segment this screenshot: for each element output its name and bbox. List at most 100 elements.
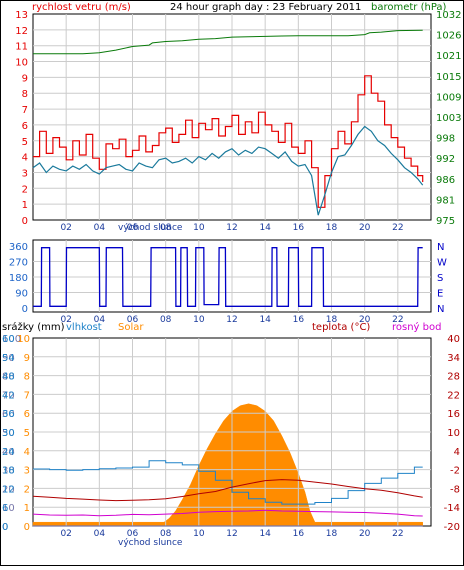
pressure-tick-label: 1026 [436,31,461,42]
humidity-tick-label: 48 [2,372,15,383]
temperature-tick-label: -2 [450,466,460,477]
wind-speed-tick-label: 4 [22,153,28,164]
temperature-line [32,479,423,502]
pressure-tick-label: 975 [436,216,455,227]
wind-speed-tick-label: 0 [22,216,28,227]
x-tick-label: 02 [60,315,71,325]
x-tick-label: 12 [226,223,237,233]
direction-compass-label: W [437,258,447,269]
x-tick-label: 20 [359,315,371,325]
temperature-ticks: -20 -14 -8 -2 4 10 16 22 28 34 40 [444,334,460,533]
pressure-tick-label: 1032 [436,10,461,21]
rain-tick-label: 0 [2,522,8,533]
x-tick-label: 06 [127,529,139,539]
x-tick-label: 12 [226,315,237,325]
solar-axis-title: Solar [118,322,144,333]
x-tick-label: 22 [392,223,403,233]
humidity-axis-title: vlhkost [66,322,102,333]
solar-tick-label: 1 [24,503,30,514]
x-tick-label: 04 [94,529,106,539]
x-tick-label: 22 [392,315,403,325]
direction-compass-label: N [437,242,444,253]
barometer-axis-title: barometr (hPa) [371,2,447,13]
rain-tick-label: 50 [2,428,15,439]
direction-compass-label: E [437,289,443,300]
solar-tick-label: 0 [24,522,30,533]
humidity-ticks: 0 6 12 18 24 30 36 42 48 54 60 [2,334,15,533]
x-tick-label: 06 [127,315,139,325]
solar-radiation-area [32,403,423,527]
x-tick-label: 02 [60,529,71,539]
temperature-tick-label: 34 [447,353,460,364]
humidity-line [33,460,423,505]
x-tick-label: 08 [160,315,172,325]
x-tick-label: 16 [293,529,305,539]
pressure-tick-label: 1003 [436,113,461,124]
direction-compass-label: N [437,304,444,315]
x-tick-label: 10 [193,529,205,539]
humidity-tick-label: 24 [2,447,15,458]
x-tick-label: 18 [326,315,338,325]
wind-direction-x-ticks: 02 04 06 08 10 12 14 16 18 20 22 [60,315,403,325]
rain-tick-label: 40 [2,447,15,458]
temperature-tick-label: -8 [450,484,460,495]
temperature-tick-label: -20 [444,522,460,533]
temperature-tick-label: 4 [454,447,460,458]
direction-degree-label: 270 [9,258,28,269]
solar-tick-label: 5 [24,428,30,439]
x-tick-label: 10 [193,223,205,233]
x-tick-label: 04 [94,315,106,325]
chart-title: 24 hour graph day : 23 February 2011 [170,2,361,13]
dew-point-axis-title: rosný bod [392,321,441,333]
x-tick-label: 06 [127,223,139,233]
rain-tick-label: 60 [2,409,15,420]
solar-tick-label: 2 [24,484,30,495]
direction-degree-label: 0 [22,304,28,315]
wind-speed-tick-label: 7 [22,105,28,116]
x-tick-label: 14 [259,315,271,325]
solar-tick-label: 3 [24,466,30,477]
rain-axis-title: srážky (mm) [2,321,65,333]
wind-speed-tick-label: 3 [22,168,28,179]
wind-speed-tick-label: 1 [22,200,28,211]
rain-tick-label: 80 [2,372,15,383]
x-tick-label: 10 [193,315,205,325]
temperature-tick-label: -14 [444,503,460,514]
temperature-tick-label: 28 [447,372,460,383]
direction-degree-label: 180 [9,273,28,284]
x-tick-label: 16 [293,315,305,325]
wind-speed-tick-label: 13 [15,10,28,21]
wind-speed-axis-title: rychlost vetru (m/s) [32,2,131,13]
temperature-tick-label: 40 [447,334,460,345]
dew-point-line [32,509,423,517]
wind-speed-line [32,125,424,216]
pressure-line [33,29,423,55]
x-tick-label: 08 [160,529,172,539]
wind-speed-tick-label: 5 [22,137,28,148]
x-tick-label: 14 [259,223,271,233]
temperature-axis-title: teplota (°C) [312,322,370,333]
wind-direction-line [33,247,423,307]
solar-tick-label: 6 [24,409,30,420]
rain-tick-label: 10 [2,503,15,514]
rain-tick-label: 70 [2,390,15,401]
solar-tick-label: 9 [24,353,30,364]
direction-degree-label: 90 [15,289,28,300]
humidity-tick-label: 12 [2,484,15,495]
wind-gust-line [33,75,424,208]
direction-compass-label: S [437,273,443,284]
wind-speed-tick-label: 8 [22,89,28,100]
x-tick-label: 18 [326,529,338,539]
humidity-tick-label: 36 [2,409,15,420]
rain-tick-label: 20 [2,484,15,495]
wind-speed-tick-label: 2 [22,184,28,195]
humidity-tick-label: 42 [2,390,15,401]
wind-speed-tick-label: 10 [15,58,28,69]
x-tick-label: 22 [392,529,403,539]
pressure-tick-label: 986 [436,175,455,186]
